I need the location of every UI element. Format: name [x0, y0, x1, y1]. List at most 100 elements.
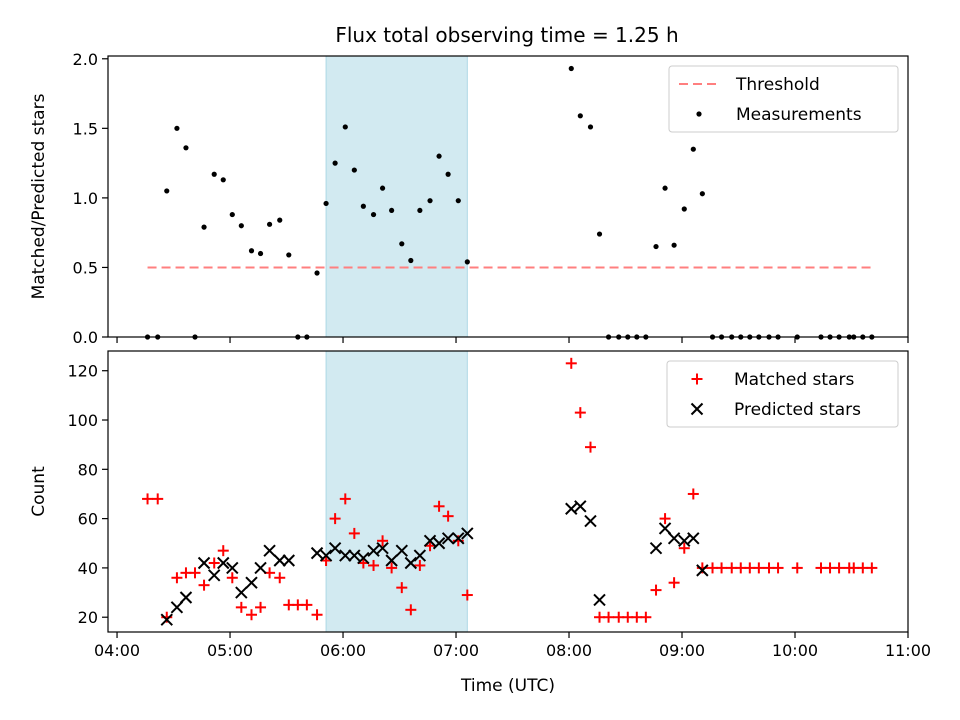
predicted-star-point	[593, 593, 606, 607]
measurement-point	[286, 252, 292, 258]
measurement-point	[314, 270, 320, 276]
y-tick-label: 100	[67, 411, 98, 430]
measurement-point	[257, 250, 264, 257]
observing-window-shade	[325, 350, 468, 633]
legend-measurement-swatch	[696, 111, 702, 117]
matched-star-point	[198, 579, 210, 591]
predicted-star-point	[310, 546, 324, 560]
matched-star-point	[171, 572, 183, 584]
predicted-star-point	[328, 541, 342, 555]
matched-star-point	[142, 493, 154, 505]
cross-stroke	[687, 532, 700, 545]
x-tick-label: 09:00	[659, 641, 705, 660]
measurement-point	[568, 65, 574, 72]
matched-star-point	[208, 557, 220, 569]
measurement-point	[408, 257, 414, 264]
matched-star-point	[791, 562, 803, 574]
measurement-point	[248, 248, 255, 254]
ratio-panel: 0.00.51.01.52.0 Matched/Predicted stars …	[29, 50, 909, 347]
matched-star-point	[668, 577, 680, 589]
cross-stroke	[395, 544, 408, 557]
predicted-star-point	[208, 569, 221, 582]
cross-stroke	[263, 544, 276, 557]
matched-star-point	[329, 513, 341, 525]
cross-stroke	[273, 554, 286, 567]
predicted-star-point	[687, 532, 700, 545]
measurement-point	[399, 241, 405, 247]
matched-star-point	[442, 510, 454, 522]
cross-stroke	[339, 549, 352, 562]
predicted-star-point	[226, 561, 239, 575]
ratio-x-axis-ticks	[116, 337, 909, 343]
predicted-star-point	[385, 554, 398, 567]
ratio-legend: Threshold Measurements	[668, 65, 899, 133]
count-y-axis-label: Count	[29, 466, 49, 517]
count-panel-frame	[107, 350, 909, 633]
matched-star-point	[574, 407, 586, 419]
matched-star-point	[274, 572, 286, 584]
cross-stroke	[452, 532, 465, 545]
matched-star-point	[565, 357, 577, 369]
predicted-star-point	[235, 586, 248, 599]
measurement-point	[681, 206, 687, 212]
shaded-region	[325, 350, 468, 633]
measurement-point	[342, 124, 348, 130]
measurement-point	[577, 113, 583, 119]
cross-stroke	[245, 576, 258, 589]
measurement-point	[436, 153, 442, 159]
cross-stroke	[319, 549, 333, 562]
matched-star-point	[152, 493, 164, 505]
measurement-point	[360, 203, 366, 209]
x-tick-label: 05:00	[207, 641, 253, 660]
legend-plus-marker	[691, 373, 703, 385]
cross-stroke	[170, 601, 184, 614]
cross-stroke	[310, 546, 324, 560]
cross-stroke	[593, 593, 606, 607]
predicted-star-point	[678, 534, 691, 548]
cross-stroke	[235, 586, 248, 599]
cross-stroke	[385, 554, 398, 567]
x-tick-label: 08:00	[546, 641, 592, 660]
predicted-star-point	[282, 554, 295, 567]
matched-star-point	[461, 589, 473, 601]
x-tick-label: 04:00	[94, 641, 140, 660]
y-tick-label: 1.5	[73, 119, 98, 138]
cross-stroke	[179, 591, 193, 604]
cross-stroke	[160, 613, 173, 626]
measurement-point	[417, 207, 423, 214]
predicted-star-point	[197, 556, 211, 570]
measurement-point	[229, 211, 235, 218]
predicted-star-point	[696, 564, 709, 577]
predicted-star-point	[658, 522, 672, 535]
measurement-point	[277, 217, 283, 223]
matched-star-point	[311, 609, 323, 621]
predicted-star-point	[452, 532, 465, 545]
predicted-star-point	[254, 561, 267, 575]
matched-star-point	[833, 562, 845, 574]
measurement-point	[699, 191, 705, 197]
legend-matched-label: Matched stars	[734, 370, 854, 390]
y-tick-label: 80	[78, 460, 98, 479]
cross-stroke	[328, 541, 342, 555]
measurement-point	[174, 125, 180, 131]
measurement-point	[653, 243, 659, 250]
measurement-point	[596, 231, 603, 237]
shaded-region	[325, 55, 468, 338]
ratio-y-axis-label: Matched/Predicted stars	[29, 93, 49, 299]
matched-star-point	[189, 567, 201, 579]
predicted-star-point	[160, 613, 173, 626]
cross-stroke	[423, 534, 437, 548]
measurement-point	[662, 185, 668, 191]
cross-stroke	[376, 541, 389, 555]
measurement-point	[445, 171, 451, 177]
cross-stroke	[565, 502, 578, 515]
predicted-star-point	[319, 549, 333, 562]
ratio-panel-frame	[107, 55, 909, 338]
cross-stroke	[667, 532, 681, 545]
cross-stroke	[432, 537, 446, 550]
measurement-point	[351, 167, 357, 173]
predicted-star-point	[263, 544, 276, 557]
predicted-star-point	[179, 591, 193, 604]
predicted-star-point	[649, 541, 663, 555]
matched-star-point	[866, 562, 878, 574]
